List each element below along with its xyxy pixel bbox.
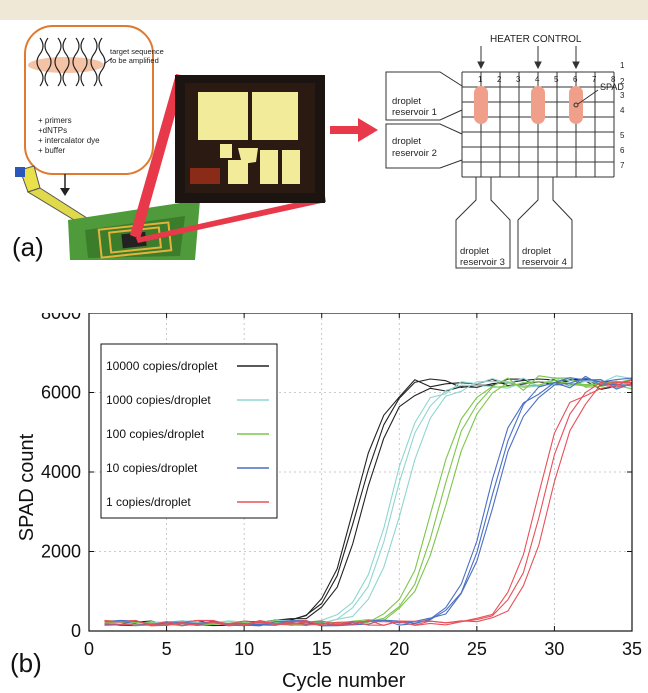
row-number: 5 [620, 131, 625, 140]
column-numbers: 1 2 3 4 5 6 7 8 [478, 75, 616, 84]
reservoir-label: droplet [392, 96, 421, 107]
reagent-item: +dNTPs [38, 126, 67, 135]
y-tick-label: 0 [71, 621, 81, 641]
reservoir-label: reservoir 3 [460, 257, 505, 268]
legend-label: 100 copies/droplet [106, 427, 205, 441]
reagent-item: + buffer [38, 146, 66, 155]
col-number: 8 [611, 75, 616, 84]
panel-b-label: (b) [10, 648, 42, 678]
heater-control-label: HEATER CONTROL [490, 34, 582, 45]
target-text-2: to be amplified [110, 56, 159, 65]
y-tick-label: 2000 [41, 542, 81, 562]
panel-a-figure: target sequence to be amplified + primer… [15, 25, 625, 269]
right-arrow-icon [330, 118, 378, 142]
spad-label: SPAD [600, 82, 624, 92]
legend-box [100, 343, 278, 519]
legend-label: 1 copies/droplet [106, 495, 191, 509]
zoom-lines [130, 74, 326, 243]
legend-label: 10 copies/droplet [106, 461, 198, 475]
x-tick-label: 10 [234, 639, 254, 659]
reservoir-label: droplet [522, 246, 551, 257]
y-tick-label: 8000 [41, 313, 81, 323]
x-axis-title: Cycle number [282, 670, 406, 692]
row-number: 7 [620, 161, 625, 170]
legend-label: 10000 copies/droplet [106, 359, 218, 373]
series-line [104, 381, 633, 627]
chip-image [175, 75, 325, 203]
down-arrow-icon [60, 174, 70, 196]
col-number: 6 [573, 75, 578, 84]
y-tick-label: 4000 [41, 462, 81, 482]
row-number: 6 [620, 146, 625, 155]
row-number: 2 [620, 77, 625, 86]
row-numbers: 1 2 3 4 5 6 7 [620, 61, 625, 170]
x-tick-label: 25 [467, 639, 487, 659]
x-tick-label: 5 [162, 639, 172, 659]
panel-a-label: (a) [12, 232, 44, 262]
series-line [104, 379, 633, 627]
reagent-item: + intercalator dye [38, 136, 100, 145]
reservoir-label: reservoir 4 [522, 257, 567, 268]
col-number: 3 [516, 75, 521, 84]
x-tick-label: 35 [622, 639, 642, 659]
reservoir-labels: droplet reservoir 1 droplet reservoir 2 … [392, 96, 567, 268]
x-tick-label: 30 [544, 639, 564, 659]
col-number: 2 [497, 75, 502, 84]
row-number: 4 [620, 106, 625, 115]
x-tick-label: 20 [389, 639, 409, 659]
col-number: 5 [554, 75, 559, 84]
qpcr-line-chart: 0 5 10 15 20 25 30 35 0 2000 4000 6000 8000 10000 cop… [41, 313, 642, 659]
reservoir-label: reservoir 2 [392, 148, 437, 159]
x-tick-label: 15 [312, 639, 332, 659]
y-tick-label: 6000 [41, 383, 81, 403]
row-number: 3 [620, 91, 625, 100]
col-number: 4 [535, 75, 540, 84]
x-tick-label: 0 [84, 639, 94, 659]
reservoir-label: reservoir 1 [392, 107, 437, 118]
target-text-1: target sequence [110, 47, 164, 56]
y-axis-title: SPAD count [16, 433, 39, 542]
row-number: 1 [620, 61, 625, 70]
col-number: 1 [478, 75, 483, 84]
electrode-schematic [385, 46, 615, 269]
reagent-box: target sequence to be amplified + primer… [24, 25, 164, 175]
top-banner [0, 0, 648, 20]
reservoir-label: droplet [460, 246, 489, 257]
reservoir-label: droplet [392, 136, 421, 147]
reagent-item: + primers [38, 116, 72, 125]
col-number: 7 [592, 75, 597, 84]
legend-label: 1000 copies/droplet [106, 393, 211, 407]
